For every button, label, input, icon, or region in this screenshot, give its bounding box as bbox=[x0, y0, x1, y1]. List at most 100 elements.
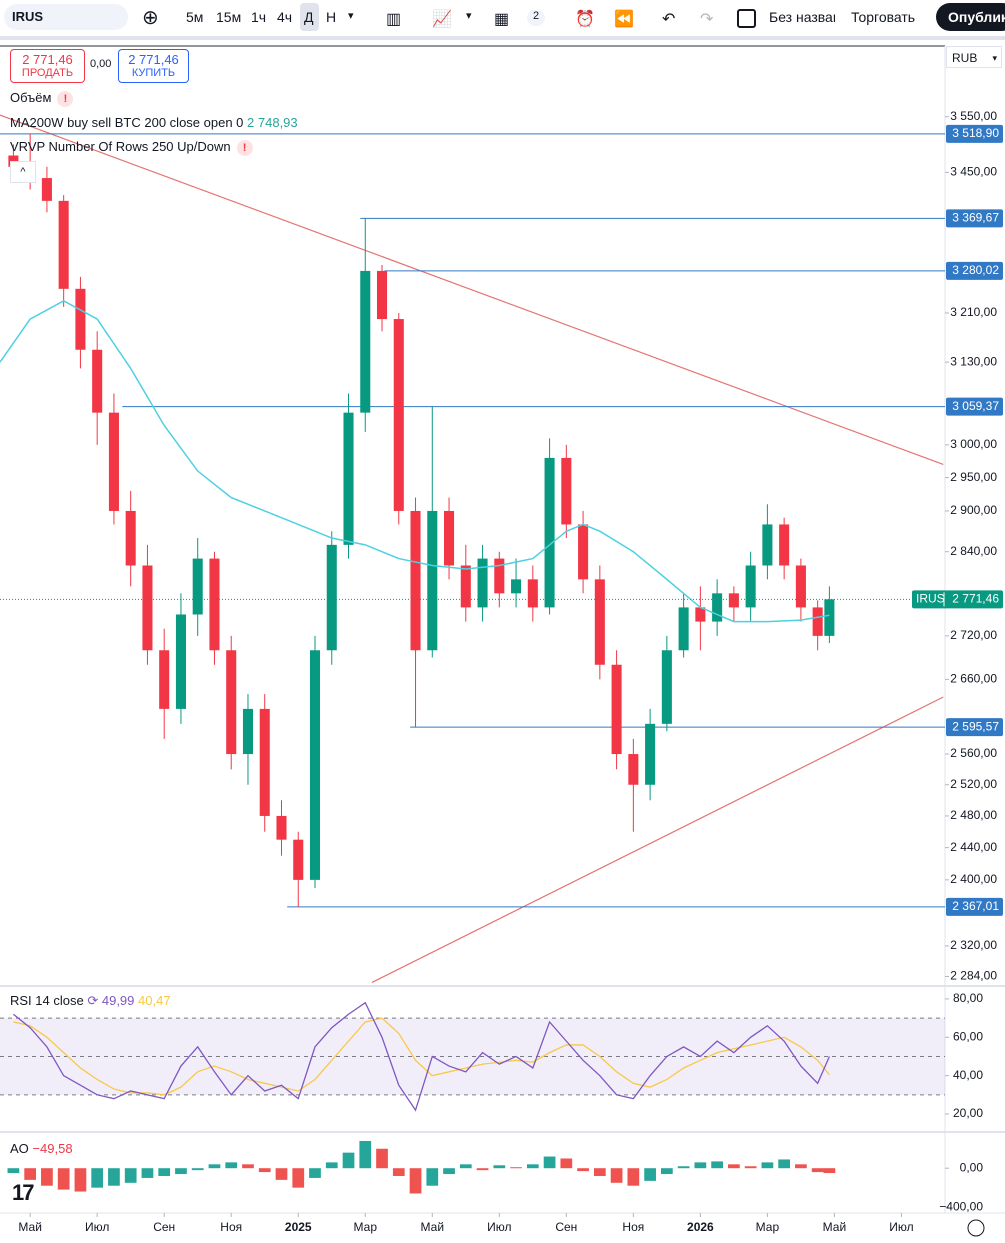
y-tick-label: 0,00 bbox=[960, 1160, 984, 1174]
layouts[interactable]: ▦ bbox=[494, 11, 510, 28]
warning-icon: ! bbox=[57, 91, 74, 107]
x-tick-label: Ноя bbox=[220, 1220, 242, 1234]
settings-button[interactable] bbox=[967, 1219, 985, 1237]
ao-bar bbox=[593, 1168, 606, 1176]
ao-bar bbox=[493, 1165, 506, 1169]
indicators-menu[interactable]: ▾ bbox=[466, 10, 472, 22]
alert[interactable]: ⏰ bbox=[575, 11, 595, 28]
ao-bar bbox=[175, 1168, 187, 1175]
candle-body bbox=[824, 599, 835, 636]
level-tag bbox=[946, 397, 1003, 416]
interval[interactable]: 5м bbox=[186, 9, 204, 25]
replay[interactable]: ⏪ bbox=[614, 11, 634, 28]
x-tick-label: Июл bbox=[85, 1220, 109, 1234]
y-tick-label: 2 950,00 bbox=[950, 470, 997, 484]
candle-body bbox=[527, 579, 538, 608]
y-tick-label: 2 480,00 bbox=[950, 808, 997, 822]
level-label: 3 518,90 bbox=[952, 126, 999, 140]
candle-body bbox=[460, 565, 471, 608]
candle-body bbox=[226, 650, 237, 755]
ao-bar bbox=[7, 1168, 20, 1174]
ao-bar bbox=[191, 1168, 204, 1171]
buy-price: 2 771,46 bbox=[128, 52, 179, 67]
y-tick-label: 2 320,00 bbox=[950, 938, 997, 952]
candle-body bbox=[108, 412, 119, 511]
indicators[interactable]: 📈 bbox=[432, 11, 452, 28]
y-tick-label: 2 520,00 bbox=[950, 777, 997, 791]
candle-body bbox=[125, 510, 136, 566]
candle-body bbox=[293, 839, 304, 880]
sell-price: 2 771,46 bbox=[22, 52, 73, 67]
ao-bar bbox=[744, 1166, 757, 1169]
candle-body bbox=[41, 178, 52, 201]
x-tick-label: 2025 bbox=[285, 1220, 312, 1234]
redo[interactable]: ↷ bbox=[700, 11, 714, 28]
y-tick-label: 80,00 bbox=[953, 991, 983, 1005]
add-symbol[interactable]: ⊕ bbox=[142, 7, 159, 29]
ao-bar bbox=[108, 1168, 120, 1186]
vrvp-legend: VRVP Number Of Rows 250 Up/Down! bbox=[10, 139, 253, 156]
interval[interactable]: Д bbox=[304, 9, 314, 25]
interval[interactable]: 4ч bbox=[277, 9, 293, 25]
candle-body bbox=[561, 457, 572, 525]
y-tick-label: 3 130,00 bbox=[950, 354, 997, 368]
interval[interactable]: Н bbox=[326, 9, 337, 25]
legend-text: VRVP Number Of Rows 250 Up/Down bbox=[10, 139, 231, 154]
candle-body bbox=[259, 708, 270, 816]
candle-body bbox=[58, 200, 69, 289]
warning-icon: ! bbox=[236, 140, 253, 156]
candle-body bbox=[142, 565, 153, 651]
legend-value: 40,47 bbox=[138, 993, 171, 1008]
candle-body bbox=[728, 593, 739, 608]
y-tick-label: 3 210,00 bbox=[950, 305, 997, 319]
rsi-line bbox=[12, 1001, 830, 1112]
candle-body bbox=[695, 607, 706, 622]
candle-body bbox=[242, 708, 254, 755]
sell-button[interactable]: 2 771,46 ПРОДАТЬ bbox=[10, 49, 85, 83]
candle-body bbox=[376, 270, 388, 320]
interval-menu[interactable]: ▾ bbox=[348, 10, 354, 22]
candle-body bbox=[209, 558, 220, 651]
ao-bar bbox=[677, 1166, 690, 1169]
ma-line bbox=[0, 300, 830, 623]
chart-style[interactable]: ▥ bbox=[386, 11, 402, 28]
x-tick-label: Сен bbox=[555, 1220, 577, 1234]
x-tick-label: Сен bbox=[153, 1220, 175, 1234]
symbol[interactable]: IRUS bbox=[12, 9, 44, 24]
buy-button[interactable]: 2 771,46 КУПИТЬ bbox=[118, 49, 189, 83]
trendline bbox=[371, 696, 944, 983]
legend-text: AO bbox=[10, 1141, 29, 1156]
y-tick-label: 2 840,00 bbox=[950, 544, 997, 558]
candle-body bbox=[712, 593, 723, 622]
candle-body bbox=[192, 558, 203, 615]
ao-bar bbox=[376, 1148, 388, 1169]
undo[interactable]: ↶ bbox=[662, 11, 676, 28]
candle-body bbox=[812, 607, 823, 636]
candle-body bbox=[628, 754, 639, 785]
candle-body bbox=[745, 565, 756, 608]
ao-bar bbox=[795, 1164, 807, 1169]
interval[interactable]: 1ч bbox=[251, 9, 267, 25]
ao-bar bbox=[258, 1168, 271, 1173]
publish-button[interactable]: Опубликовать bbox=[948, 9, 1005, 25]
level-tag bbox=[946, 897, 1003, 916]
currency-label: RUB bbox=[952, 51, 978, 65]
layout-name[interactable]: Без названия bbox=[769, 9, 835, 25]
layout-checkbox[interactable] bbox=[737, 9, 756, 28]
interval[interactable]: 15м bbox=[216, 9, 242, 25]
ao-bar bbox=[627, 1168, 640, 1186]
trade-button[interactable]: Торговать bbox=[851, 9, 916, 25]
x-tick-label: 2026 bbox=[687, 1220, 714, 1234]
currency[interactable]: RUB ▾ bbox=[946, 46, 1002, 68]
level-label: 3 280,02 bbox=[952, 263, 999, 277]
ao-bar bbox=[41, 1168, 53, 1186]
ao-bar bbox=[728, 1164, 740, 1169]
ao-bar bbox=[443, 1168, 455, 1175]
level-tag bbox=[946, 261, 1003, 280]
collapse-legend[interactable]: ^ bbox=[10, 161, 36, 183]
symbol-search[interactable] bbox=[4, 4, 128, 30]
ao-bar bbox=[811, 1168, 824, 1173]
legend-value: −49,58 bbox=[32, 1141, 73, 1156]
